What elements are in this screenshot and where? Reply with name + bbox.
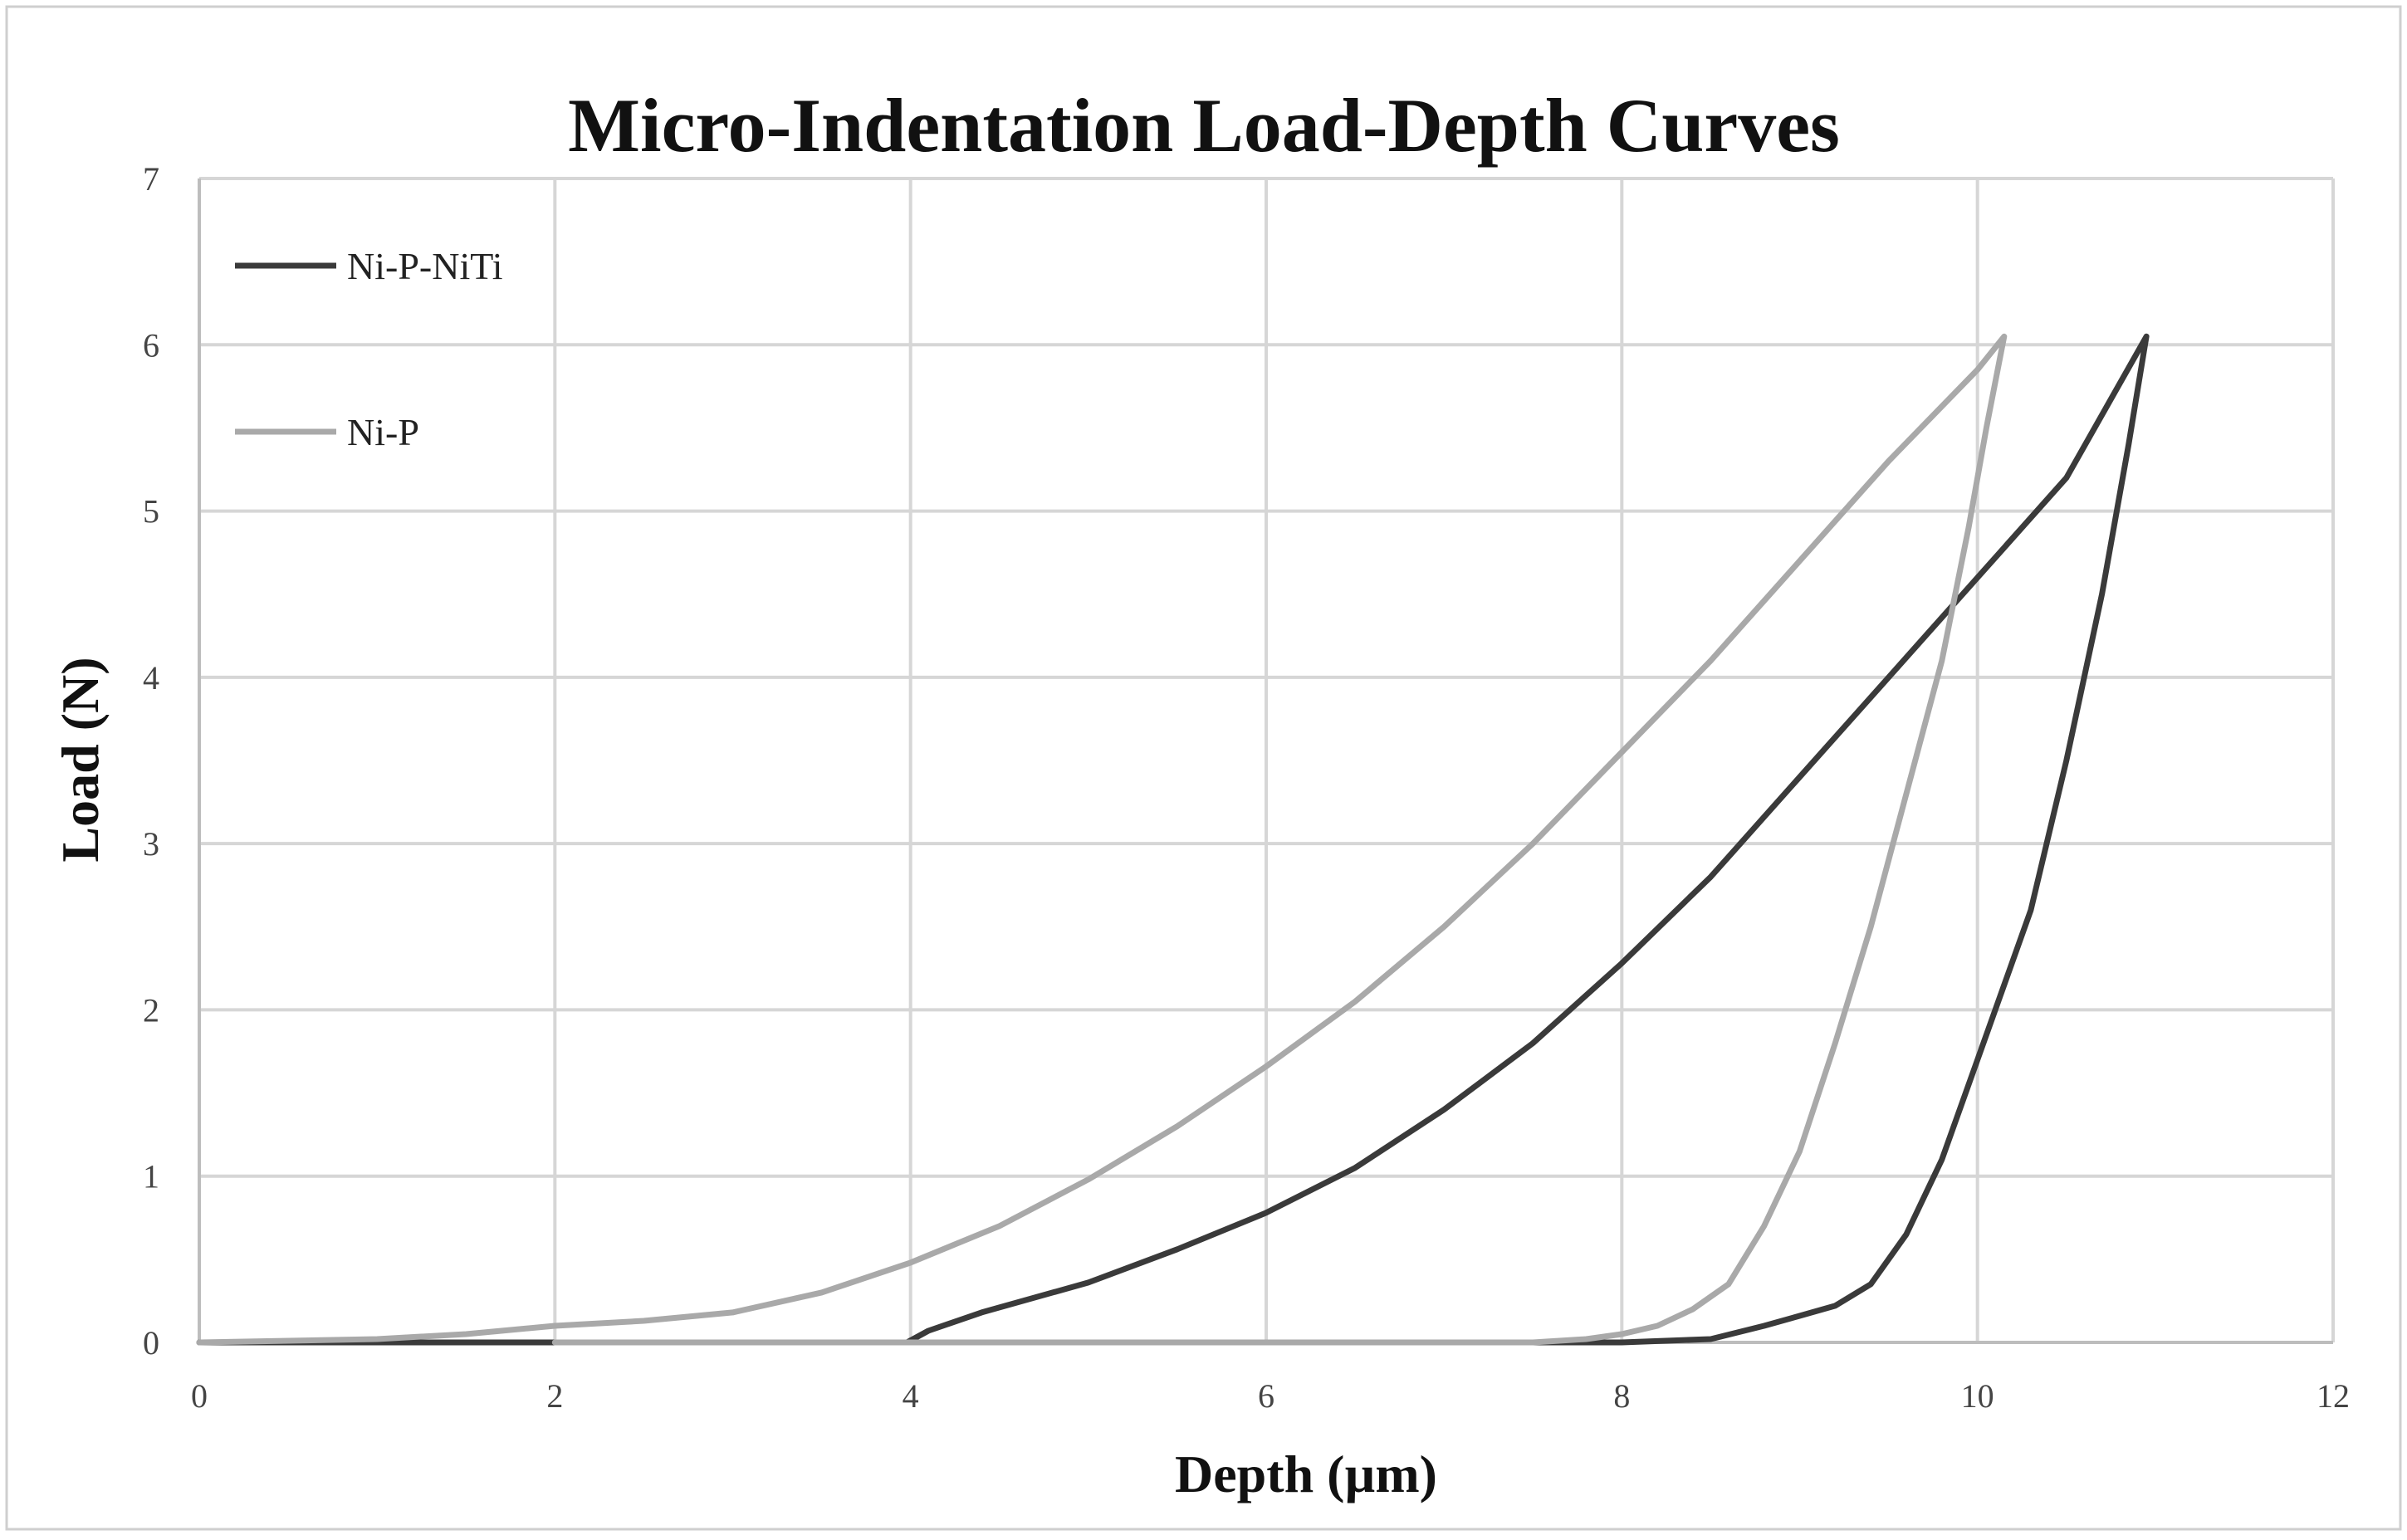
legend-label: Ni-P	[347, 411, 419, 453]
x-axis-title: Depth (µm)	[1175, 1445, 1437, 1503]
x-tick-label: 8	[1613, 1377, 1630, 1415]
y-tick-label: 0	[143, 1324, 159, 1362]
y-tick-label: 4	[143, 659, 159, 697]
x-tick-label: 4	[903, 1377, 919, 1415]
y-tick-label: 2	[143, 991, 159, 1029]
y-tick-label: 5	[143, 493, 159, 530]
y-tick-label: 3	[143, 825, 159, 863]
y-tick-label: 1	[143, 1158, 159, 1195]
series-line-ni-p	[196, 333, 2008, 1346]
series-lines	[196, 333, 2150, 1346]
x-tick-label: 6	[1258, 1377, 1274, 1415]
x-tick-label: 0	[191, 1377, 208, 1415]
legend: Ni-P-NiTi Ni-P	[235, 245, 502, 453]
x-tick-label: 10	[1961, 1377, 1994, 1415]
x-tick-label: 12	[2316, 1377, 2350, 1415]
y-tick-label: 7	[143, 160, 159, 198]
legend-label: Ni-P-NiTi	[347, 245, 502, 287]
chart-title: Micro-Indentation Load-Depth Curves	[568, 83, 1840, 168]
series-line-ni-p-niti	[196, 333, 2150, 1346]
x-tick-label: 2	[546, 1377, 563, 1415]
chart-border	[5, 5, 2402, 1531]
y-axis-title: Load (N)	[51, 657, 110, 862]
y-tick-label: 6	[143, 326, 159, 364]
